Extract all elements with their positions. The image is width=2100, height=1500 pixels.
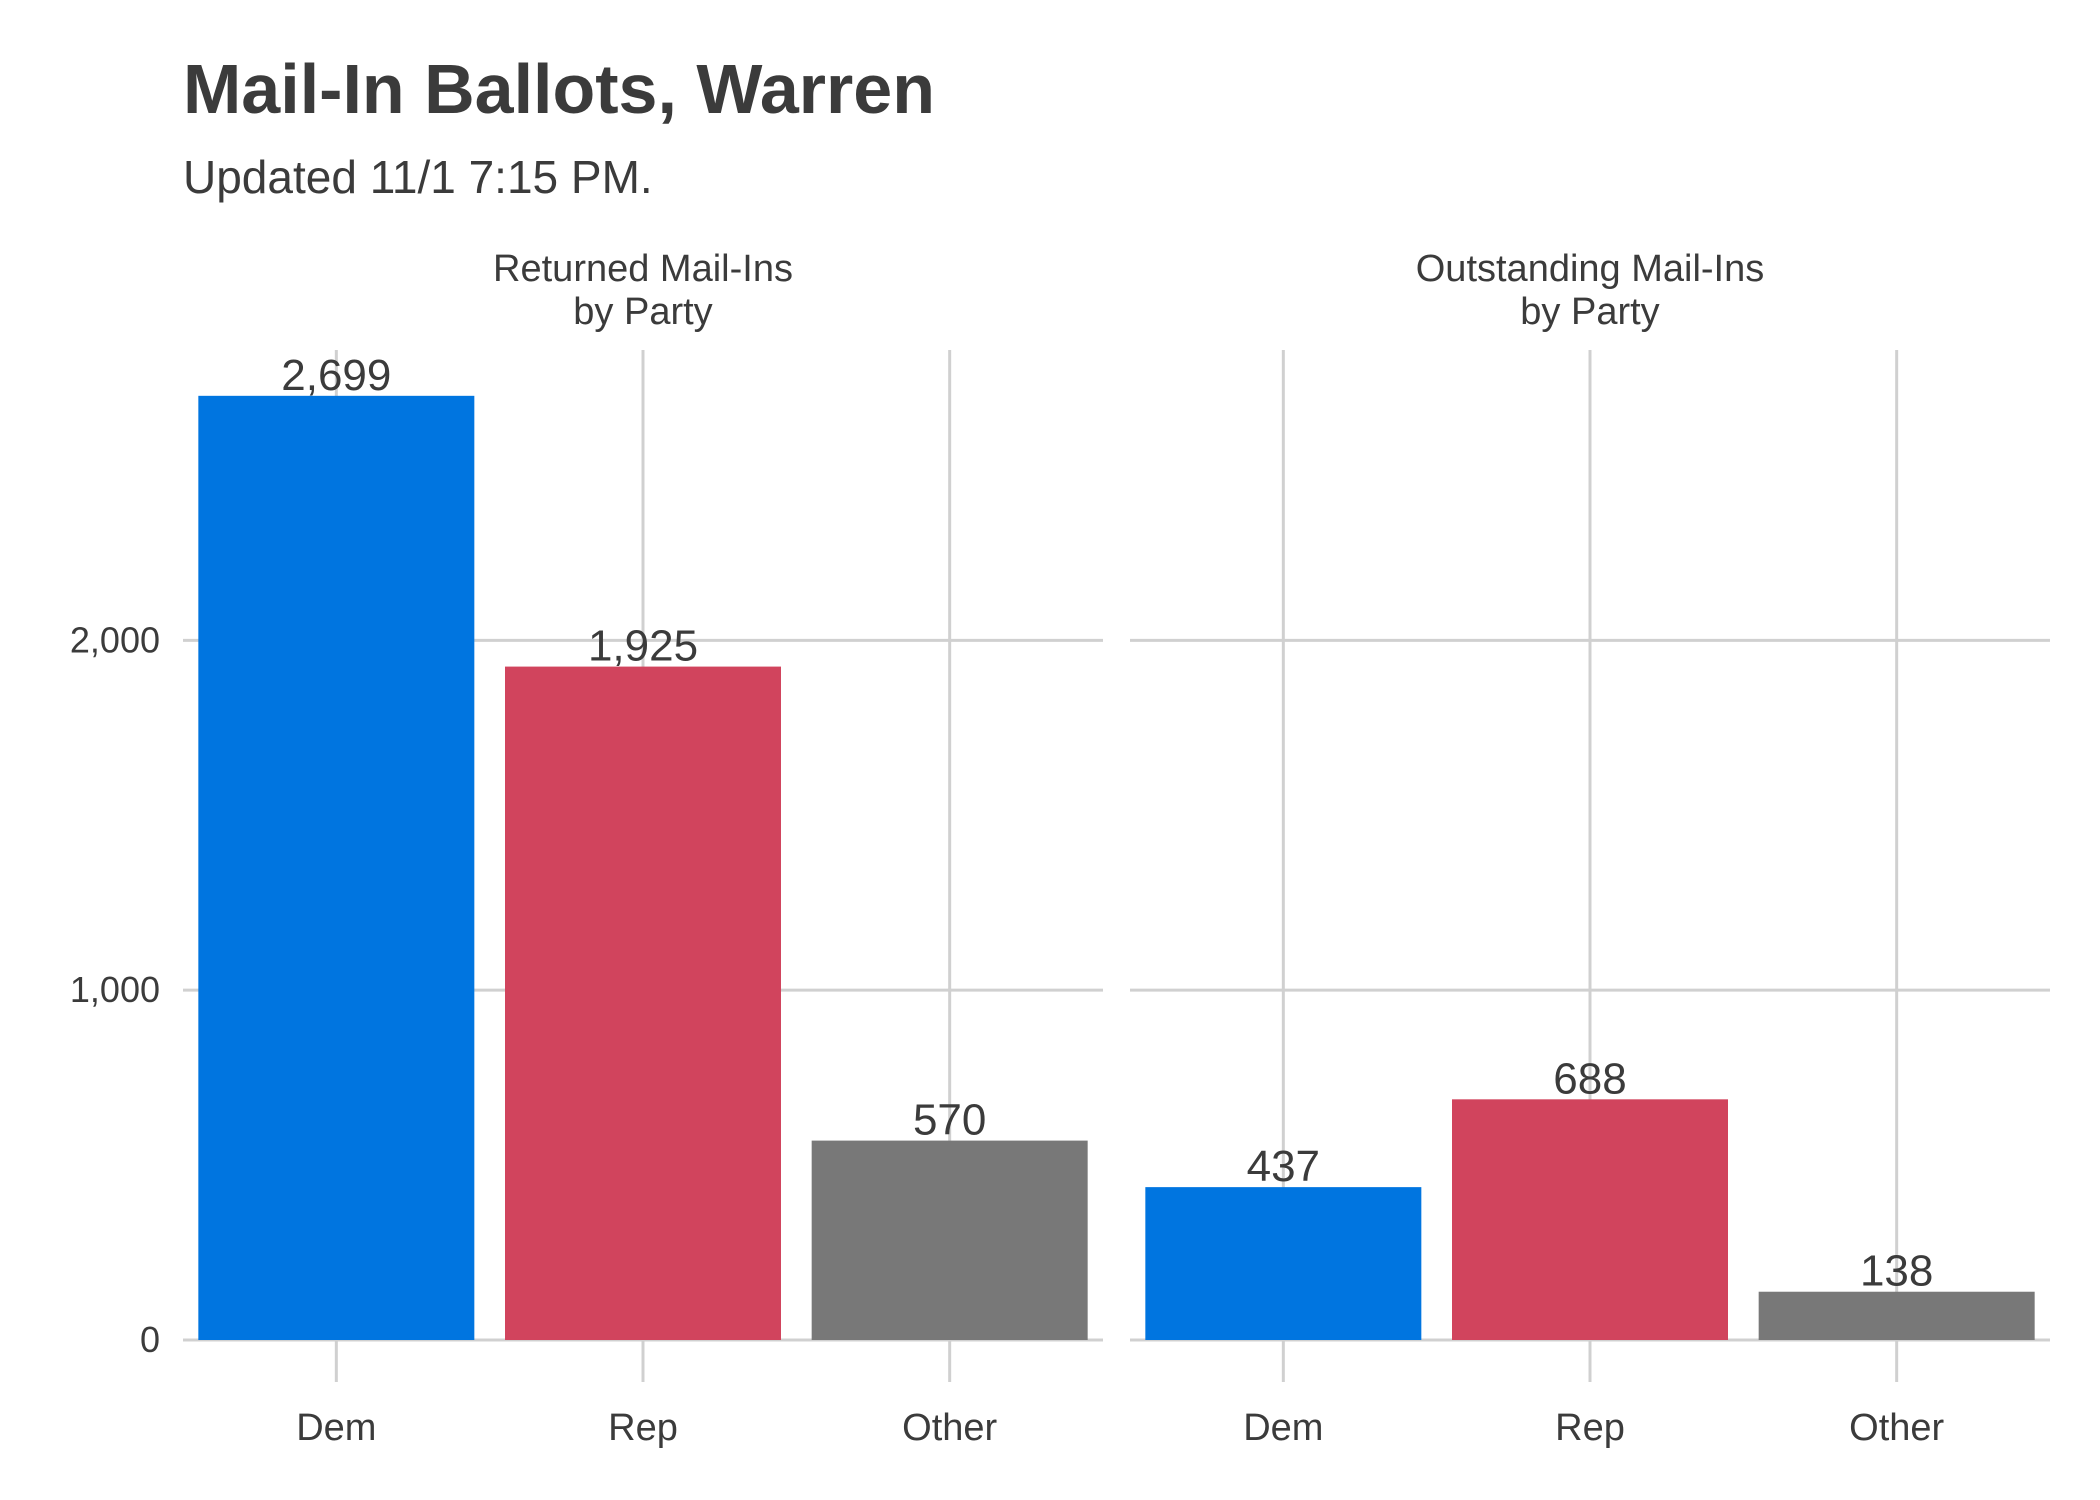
chart-subtitle: Updated 11/1 7:15 PM. bbox=[183, 151, 653, 203]
bar-dem bbox=[1145, 1187, 1422, 1340]
data-label: 1,925 bbox=[588, 622, 698, 671]
x-tick-label: Other bbox=[1849, 1407, 1944, 1449]
bar-dem bbox=[198, 395, 475, 1340]
bar-other bbox=[811, 1140, 1088, 1340]
x-tick-label: Other bbox=[902, 1407, 997, 1449]
y-tick-label: 2,000 bbox=[70, 619, 160, 660]
data-label: 138 bbox=[1860, 1247, 1933, 1296]
data-label: 688 bbox=[1553, 1054, 1626, 1103]
bar-rep bbox=[1452, 1099, 1728, 1340]
panel-title-line: Outstanding Mail-Ins bbox=[1416, 248, 1765, 290]
x-tick-label: Dem bbox=[1243, 1407, 1323, 1449]
bar-other bbox=[1758, 1291, 2035, 1340]
x-tick-label: Rep bbox=[1555, 1407, 1625, 1449]
panel-title-line: Returned Mail-Ins bbox=[493, 248, 793, 290]
y-tick-label: 1,000 bbox=[70, 969, 160, 1010]
x-tick-label: Rep bbox=[608, 1407, 678, 1449]
data-label: 570 bbox=[913, 1096, 986, 1145]
x-tick-label: Dem bbox=[296, 1407, 376, 1449]
y-tick-label: 0 bbox=[140, 1319, 160, 1360]
panel-title-line: by Party bbox=[1520, 291, 1659, 333]
chart-title: Mail-In Ballots, Warren bbox=[183, 50, 935, 128]
panel-title-line: by Party bbox=[573, 291, 712, 333]
data-label: 2,699 bbox=[281, 351, 391, 400]
data-label: 437 bbox=[1247, 1142, 1320, 1191]
y-axis: 0 1,000 2,000 bbox=[70, 619, 160, 1360]
bar-rep bbox=[505, 666, 781, 1340]
